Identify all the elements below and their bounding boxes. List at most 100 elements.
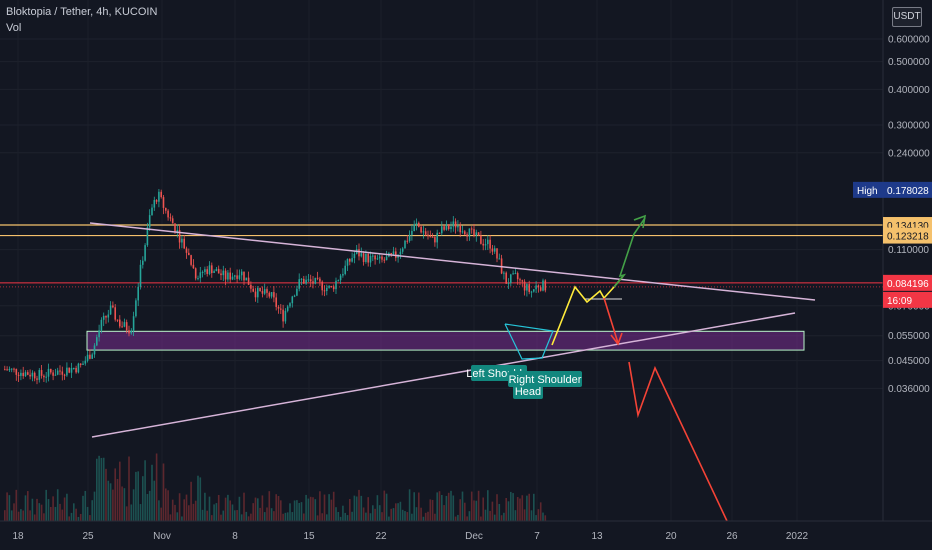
volume-bar	[395, 503, 397, 521]
volume-bar	[31, 498, 34, 521]
candle-body	[316, 277, 319, 279]
candle-body	[321, 281, 323, 291]
volume-bar	[450, 490, 452, 521]
volume-bar	[535, 515, 537, 521]
candle-body	[291, 296, 294, 304]
candle-body	[332, 286, 335, 290]
candle-body	[13, 368, 15, 370]
candle-body	[374, 255, 376, 260]
candle-body	[335, 280, 337, 290]
volume-bar	[105, 468, 107, 521]
bearish-arrow-line-1	[603, 297, 619, 344]
candle-body	[436, 232, 438, 243]
volume-bar	[319, 491, 321, 521]
volume-bar	[36, 498, 38, 521]
volume-bar	[358, 489, 360, 521]
volume-bar	[215, 503, 218, 521]
candle-body	[533, 289, 535, 292]
volume-bar	[183, 499, 185, 521]
volume-bar	[443, 505, 445, 521]
volume-bar	[321, 513, 323, 521]
volume-bar	[96, 458, 98, 521]
volume-bar	[305, 494, 307, 521]
volume-bar	[266, 507, 268, 521]
volume-bar	[360, 495, 363, 521]
candle-body	[146, 227, 149, 246]
volume-bar	[89, 515, 91, 521]
candle-body	[408, 234, 411, 242]
volume-indicator-label[interactable]: Vol	[6, 22, 22, 34]
candle-body	[303, 278, 305, 284]
candle-body	[420, 226, 422, 233]
volume-bar	[160, 507, 162, 521]
candle-body	[459, 225, 461, 233]
candle-body	[296, 288, 298, 296]
time-axis[interactable]: 18 25 Nov 8 15 22 Dec 7 13 20 26 2022	[12, 531, 808, 542]
volume-bar	[332, 491, 335, 521]
volume-bar	[365, 512, 367, 521]
candle-body	[385, 256, 388, 261]
candle-body	[75, 367, 77, 373]
volume-bar	[284, 512, 287, 521]
candle-body	[192, 264, 195, 269]
volume-bar	[33, 514, 36, 521]
volume-bar	[107, 480, 110, 521]
volume-bar	[452, 495, 455, 521]
volume-bar	[298, 502, 300, 521]
volume-bar	[404, 511, 406, 521]
candle-body	[452, 221, 455, 227]
price-tick-label: 0.045000	[888, 356, 930, 367]
candle-body	[236, 275, 238, 279]
candle-body	[330, 285, 333, 287]
volume-bar	[445, 495, 448, 521]
volume-bar	[125, 506, 128, 521]
volume-bar	[351, 511, 353, 521]
volume-bar	[282, 513, 284, 521]
candle-body	[519, 279, 521, 281]
candle-body	[47, 368, 50, 377]
volume-bar	[335, 507, 337, 521]
price-tick-label: 0.036000	[888, 384, 930, 395]
candle-body	[309, 279, 312, 282]
symbol-title[interactable]: Bloktopia / Tether, 4h, KUCOIN	[6, 6, 158, 18]
volume-bar	[537, 509, 540, 521]
volume-bar	[293, 500, 296, 521]
candle-body	[40, 370, 43, 376]
candle-body	[526, 284, 528, 291]
volume-bar	[342, 505, 344, 521]
volume-bar	[151, 464, 153, 521]
volume-bar	[441, 494, 443, 521]
volume-bar	[75, 508, 77, 521]
candle-body	[484, 244, 487, 246]
candle-body	[470, 228, 473, 230]
volume-bar	[427, 511, 429, 521]
candle-body	[507, 283, 510, 285]
candle-body	[282, 309, 284, 322]
price-tick-label: 0.400000	[888, 85, 930, 96]
volume-bar	[128, 456, 130, 521]
volume-bar	[286, 512, 289, 521]
volume-bar	[24, 495, 27, 521]
volume-bar	[454, 516, 457, 521]
volume-bar	[263, 512, 266, 521]
candle-body	[27, 372, 29, 375]
volume-bar	[137, 471, 139, 521]
candle-body	[300, 278, 303, 280]
candle-body	[286, 306, 289, 311]
volume-bar	[121, 486, 123, 521]
currency-button[interactable]: USDT	[892, 7, 922, 27]
candle-body	[4, 369, 6, 371]
candle-body	[123, 322, 126, 327]
candle-body	[381, 256, 383, 260]
volume-bar	[270, 508, 273, 521]
candle-body	[213, 271, 215, 274]
volume-bar	[61, 509, 64, 521]
candle-body	[169, 217, 172, 219]
volume-bar	[512, 493, 514, 521]
candle-body	[523, 281, 526, 291]
candle-body	[351, 258, 353, 262]
candle-body	[102, 315, 105, 320]
volume-bar	[165, 488, 167, 521]
